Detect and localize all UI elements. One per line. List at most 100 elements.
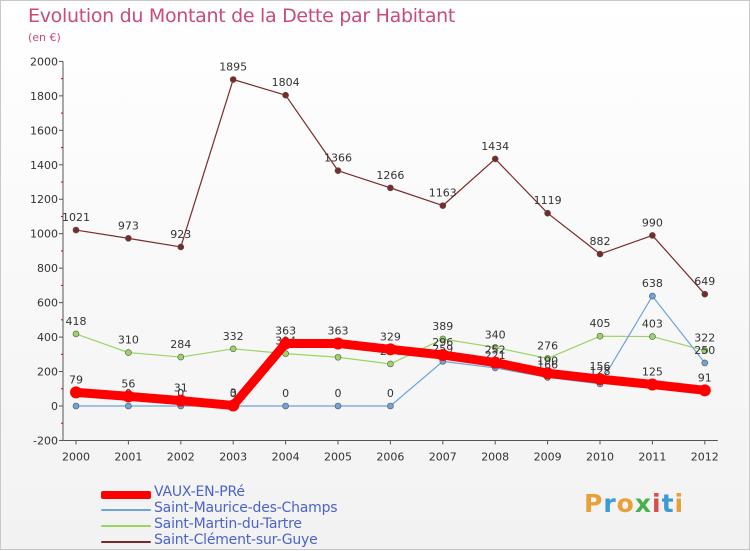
x-tick-label: 2003 <box>219 450 247 463</box>
data-label: 0 <box>282 387 289 400</box>
data-point <box>229 76 237 83</box>
x-tick-label: 2010 <box>586 450 614 463</box>
y-tick-label: 400 <box>37 331 58 344</box>
data-point <box>334 353 342 361</box>
data-point <box>649 232 656 239</box>
legend-swatch <box>101 491 151 499</box>
logo-letter: r <box>603 489 617 518</box>
data-point <box>649 292 656 300</box>
chart-subtitle: (en €) <box>28 31 61 44</box>
data-label: 56 <box>121 377 135 390</box>
y-tick-label: 1000 <box>30 228 58 241</box>
x-tick-label: 2012 <box>691 450 719 463</box>
x-tick-label: 2001 <box>114 450 142 463</box>
data-label: 405 <box>590 317 611 330</box>
legend-label: Saint-Clément-sur-Guye <box>154 532 318 548</box>
data-point <box>125 402 132 410</box>
legend-label: Saint-Martin-du-Tartre <box>154 516 302 532</box>
data-point <box>387 402 394 410</box>
data-label: 252 <box>485 344 506 357</box>
legend-label: VAUX-EN-PRé <box>154 484 245 500</box>
y-tick-label: 1200 <box>30 193 58 206</box>
data-label: 156 <box>590 360 611 373</box>
data-label: 31 <box>174 382 188 395</box>
data-point <box>439 202 447 209</box>
data-point <box>125 349 132 356</box>
data-point <box>701 347 709 354</box>
data-point <box>384 343 397 356</box>
data-label: 1895 <box>219 60 247 73</box>
data-label: 638 <box>642 277 663 290</box>
logo-letter: t <box>661 489 675 518</box>
x-tick-label: 2006 <box>376 450 404 463</box>
data-point <box>177 243 185 251</box>
data-point <box>439 335 447 343</box>
data-label: 389 <box>432 320 453 333</box>
data-label: 340 <box>485 328 506 341</box>
proxiti-logo: Proxiti <box>584 489 684 518</box>
data-label: 91 <box>698 371 712 384</box>
y-tick-label: -200 <box>33 434 58 447</box>
data-label: 973 <box>118 219 139 232</box>
data-label: 79 <box>69 373 83 386</box>
data-point <box>70 386 82 399</box>
data-point <box>334 167 342 174</box>
data-label: 990 <box>642 216 663 229</box>
data-point <box>332 337 344 350</box>
data-label: 649 <box>694 275 715 288</box>
x-tick-label: 2000 <box>62 450 90 463</box>
y-tick-label: 800 <box>37 262 58 275</box>
logo-letter: x <box>634 489 652 518</box>
chart-title: Evolution du Montant de la Dette par Hab… <box>28 5 456 27</box>
data-point <box>649 333 656 340</box>
data-point <box>491 344 499 351</box>
x-tick-label: 2002 <box>167 450 195 463</box>
data-point <box>701 359 709 367</box>
legend-swatch <box>101 509 151 511</box>
data-point <box>544 209 551 217</box>
data-point <box>279 337 292 350</box>
y-tick-label: 200 <box>37 366 58 379</box>
data-label: 882 <box>590 235 611 248</box>
data-point <box>541 367 554 380</box>
data-label: 1119 <box>534 194 562 207</box>
data-label: 363 <box>328 324 349 337</box>
data-label: 125 <box>642 365 663 378</box>
data-label: 322 <box>694 332 715 345</box>
legend-label: Saint-Maurice-des-Champs <box>154 500 338 516</box>
data-point <box>72 226 80 234</box>
data-label: 363 <box>275 324 296 337</box>
data-point <box>491 155 499 163</box>
x-tick-label: 2007 <box>429 450 457 463</box>
y-tick-label: 1800 <box>30 90 58 103</box>
data-point <box>701 290 709 298</box>
data-point <box>646 378 659 391</box>
data-point <box>596 332 604 340</box>
data-label: 276 <box>537 339 558 352</box>
data-point <box>596 250 604 258</box>
logo-letter: P <box>584 489 604 518</box>
data-label: 1366 <box>324 152 352 165</box>
data-label: 0 <box>335 387 342 400</box>
data-label: 1434 <box>481 140 509 153</box>
data-point <box>282 91 289 99</box>
data-point <box>177 353 185 361</box>
data-point <box>594 373 606 386</box>
data-point <box>282 402 289 410</box>
data-point <box>387 184 394 192</box>
data-label: 1021 <box>62 211 90 224</box>
y-tick-label: 2000 <box>30 55 58 68</box>
data-point <box>544 355 551 362</box>
data-point <box>72 330 80 338</box>
data-point <box>229 345 237 353</box>
data-label: 332 <box>223 330 244 343</box>
y-tick-label: 1600 <box>30 124 58 137</box>
data-point <box>334 402 342 410</box>
data-label: 403 <box>642 318 663 331</box>
logo-letter: i <box>652 489 662 518</box>
data-label: 923 <box>170 228 191 241</box>
data-point <box>174 394 187 407</box>
data-point <box>125 235 132 242</box>
